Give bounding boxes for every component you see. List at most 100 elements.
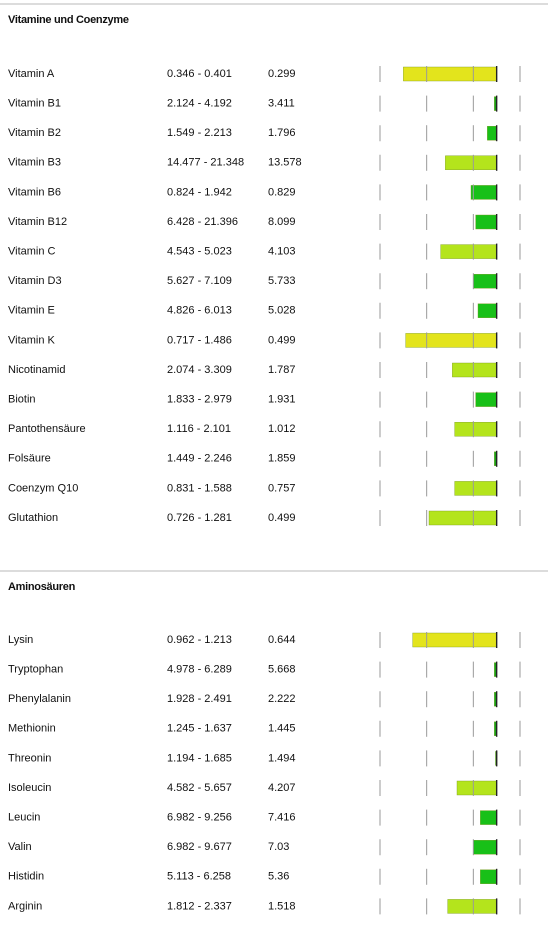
deviation-bar bbox=[480, 810, 497, 825]
deviation-bar bbox=[454, 422, 497, 437]
row-name: Coenzym Q10 bbox=[8, 482, 78, 494]
row-value: 1.012 bbox=[268, 423, 296, 435]
row-name: Vitamin C bbox=[8, 246, 56, 258]
row-value: 5.028 bbox=[268, 305, 296, 317]
row-value: 5.733 bbox=[268, 275, 296, 287]
row-value: 2.222 bbox=[268, 693, 296, 705]
row-value: 3.411 bbox=[268, 98, 295, 110]
row-name: Methionin bbox=[8, 723, 56, 735]
row-range: 1.116 - 2.101 bbox=[167, 423, 231, 435]
row-value: 13.578 bbox=[268, 157, 302, 169]
row-value: 1.859 bbox=[268, 453, 296, 465]
row-name: Vitamin B2 bbox=[8, 127, 61, 139]
deviation-bar bbox=[480, 869, 497, 884]
row-name: Histidin bbox=[8, 871, 44, 883]
row-name: Tryptophan bbox=[8, 664, 63, 676]
deviation-bar bbox=[473, 274, 497, 289]
row-name: Threonin bbox=[8, 752, 51, 764]
row-range: 1.245 - 1.637 bbox=[167, 723, 232, 735]
deviation-bar bbox=[475, 392, 497, 407]
row-range: 2.074 - 3.309 bbox=[167, 364, 232, 376]
row-value: 4.103 bbox=[268, 246, 296, 258]
deviation-bar bbox=[473, 840, 497, 855]
row-name: Lysin bbox=[8, 634, 33, 646]
row-name: Vitamin A bbox=[8, 68, 55, 80]
row-range: 4.978 - 6.289 bbox=[167, 664, 232, 676]
row-range: 6.982 - 9.256 bbox=[167, 812, 232, 824]
deviation-bar bbox=[456, 780, 497, 796]
row-range: 5.113 - 6.258 bbox=[167, 871, 231, 883]
row-name: Valin bbox=[8, 841, 32, 853]
row-name: Nicotinamid bbox=[8, 364, 65, 376]
row-name: Folsäure bbox=[8, 453, 51, 465]
row-value: 0.757 bbox=[268, 482, 296, 494]
row-range: 1.449 - 2.246 bbox=[167, 453, 232, 465]
row-value: 0.499 bbox=[268, 334, 296, 346]
row-range: 0.717 - 1.486 bbox=[167, 334, 232, 346]
row-range: 0.824 - 1.942 bbox=[167, 186, 232, 198]
row-value: 1.494 bbox=[268, 752, 296, 764]
row-value: 0.829 bbox=[268, 186, 296, 198]
row-value: 4.207 bbox=[268, 782, 296, 794]
row-name: Arginin bbox=[8, 900, 42, 912]
row-range: 2.124 - 4.192 bbox=[167, 98, 232, 110]
row-value: 5.36 bbox=[268, 871, 289, 883]
deviation-bar bbox=[440, 244, 497, 259]
row-range: 1.194 - 1.685 bbox=[167, 752, 232, 764]
row-range: 0.962 - 1.213 bbox=[167, 634, 232, 646]
row-range: 1.928 - 2.491 bbox=[167, 693, 232, 705]
row-value: 5.668 bbox=[268, 664, 296, 676]
row-value: 0.644 bbox=[268, 634, 296, 646]
row-value: 1.518 bbox=[268, 900, 296, 912]
row-value: 1.931 bbox=[268, 394, 296, 406]
deviation-bar bbox=[487, 125, 497, 141]
section-title: Vitamine und Coenzyme bbox=[8, 14, 129, 26]
row-name: Vitamin B1 bbox=[8, 98, 61, 110]
deviation-bar bbox=[403, 66, 497, 82]
deviation-bar bbox=[470, 185, 497, 200]
deviation-bar bbox=[447, 899, 497, 914]
row-name: Pantothensäure bbox=[8, 423, 86, 435]
row-range: 6.428 - 21.396 bbox=[167, 216, 238, 228]
row-name: Biotin bbox=[8, 394, 36, 406]
row-value: 0.299 bbox=[268, 68, 296, 80]
deviation-bar bbox=[428, 510, 497, 526]
row-range: 1.833 - 2.979 bbox=[167, 394, 232, 406]
section-title: Aminosäuren bbox=[8, 581, 76, 593]
deviation-bar bbox=[405, 333, 497, 348]
row-value: 1.445 bbox=[268, 723, 296, 735]
row-name: Isoleucin bbox=[8, 782, 51, 794]
row-name: Vitamin E bbox=[8, 305, 55, 317]
row-value: 0.499 bbox=[268, 512, 296, 524]
row-range: 5.627 - 7.109 bbox=[167, 275, 232, 287]
row-name: Vitamin K bbox=[8, 334, 56, 346]
deviation-bar bbox=[454, 481, 497, 496]
deviation-bar bbox=[452, 362, 497, 378]
row-range: 0.346 - 0.401 bbox=[167, 68, 232, 80]
row-name: Phenylalanin bbox=[8, 693, 71, 705]
row-range: 0.831 - 1.588 bbox=[167, 482, 232, 494]
row-name: Vitamin B12 bbox=[8, 216, 67, 228]
deviation-bar bbox=[412, 632, 497, 648]
row-value: 7.416 bbox=[268, 812, 296, 824]
row-name: Glutathion bbox=[8, 512, 58, 524]
row-name: Vitamin B6 bbox=[8, 186, 61, 198]
row-range: 1.549 - 2.213 bbox=[167, 127, 232, 139]
deviation-bar bbox=[475, 214, 497, 230]
row-range: 14.477 - 21.348 bbox=[167, 157, 244, 169]
row-range: 4.543 - 5.023 bbox=[167, 246, 232, 258]
row-range: 6.982 - 9.677 bbox=[167, 841, 232, 853]
deviation-bar bbox=[477, 303, 497, 318]
row-name: Vitamin B3 bbox=[8, 157, 61, 169]
row-name: Vitamin D3 bbox=[8, 275, 62, 287]
row-range: 1.812 - 2.337 bbox=[167, 900, 232, 912]
row-range: 4.582 - 5.657 bbox=[167, 782, 232, 794]
row-name: Leucin bbox=[8, 812, 40, 824]
row-range: 0.726 - 1.281 bbox=[167, 512, 232, 524]
row-value: 8.099 bbox=[268, 216, 296, 228]
row-value: 1.796 bbox=[268, 127, 296, 139]
row-range: 4.826 - 6.013 bbox=[167, 305, 232, 317]
row-value: 7.03 bbox=[268, 841, 289, 853]
